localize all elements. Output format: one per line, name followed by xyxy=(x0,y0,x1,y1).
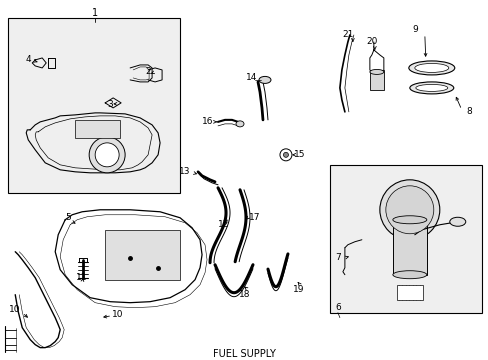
Text: 17: 17 xyxy=(249,213,260,222)
Text: 19: 19 xyxy=(293,285,304,294)
Bar xyxy=(369,70,383,90)
Text: 8: 8 xyxy=(465,107,470,116)
Bar xyxy=(392,217,426,275)
Bar xyxy=(396,285,422,300)
Circle shape xyxy=(280,149,291,161)
Circle shape xyxy=(89,137,125,173)
Text: 10: 10 xyxy=(112,310,123,319)
Text: 11: 11 xyxy=(76,273,88,282)
Bar xyxy=(8,18,180,193)
Text: FUEL SUPPLY: FUEL SUPPLY xyxy=(212,348,275,359)
Text: 1: 1 xyxy=(92,8,98,18)
Ellipse shape xyxy=(449,217,465,226)
Ellipse shape xyxy=(415,84,447,91)
Text: 10: 10 xyxy=(8,305,20,314)
Bar xyxy=(329,165,481,313)
Ellipse shape xyxy=(369,69,383,75)
Ellipse shape xyxy=(408,61,454,75)
Text: 6: 6 xyxy=(334,303,340,312)
Circle shape xyxy=(385,186,433,234)
Text: 20: 20 xyxy=(366,37,377,46)
Text: 16: 16 xyxy=(202,117,213,126)
Ellipse shape xyxy=(414,63,448,72)
Ellipse shape xyxy=(392,216,426,224)
Text: 5: 5 xyxy=(65,213,71,222)
Ellipse shape xyxy=(259,76,270,84)
Text: 12: 12 xyxy=(218,220,229,229)
Text: 3: 3 xyxy=(107,100,113,109)
Ellipse shape xyxy=(392,271,426,279)
Text: 4: 4 xyxy=(25,55,31,64)
Bar xyxy=(105,230,180,280)
Text: 15: 15 xyxy=(294,150,305,159)
Circle shape xyxy=(95,143,119,167)
Text: 13: 13 xyxy=(179,167,190,176)
Text: 9: 9 xyxy=(411,26,417,35)
Ellipse shape xyxy=(409,82,453,94)
Text: 7: 7 xyxy=(334,253,340,262)
Text: 18: 18 xyxy=(239,290,250,299)
Text: 14: 14 xyxy=(246,73,257,82)
Text: 21: 21 xyxy=(342,31,353,40)
Text: 2: 2 xyxy=(145,67,151,76)
Circle shape xyxy=(283,152,288,157)
Ellipse shape xyxy=(236,121,244,127)
Circle shape xyxy=(379,180,439,240)
Bar xyxy=(75,120,120,138)
